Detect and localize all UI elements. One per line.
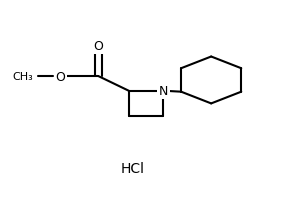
Text: N: N xyxy=(159,85,168,98)
Text: O: O xyxy=(56,70,65,83)
Text: HCl: HCl xyxy=(121,161,145,175)
Text: CH₃: CH₃ xyxy=(12,72,33,82)
Text: O: O xyxy=(93,40,103,53)
